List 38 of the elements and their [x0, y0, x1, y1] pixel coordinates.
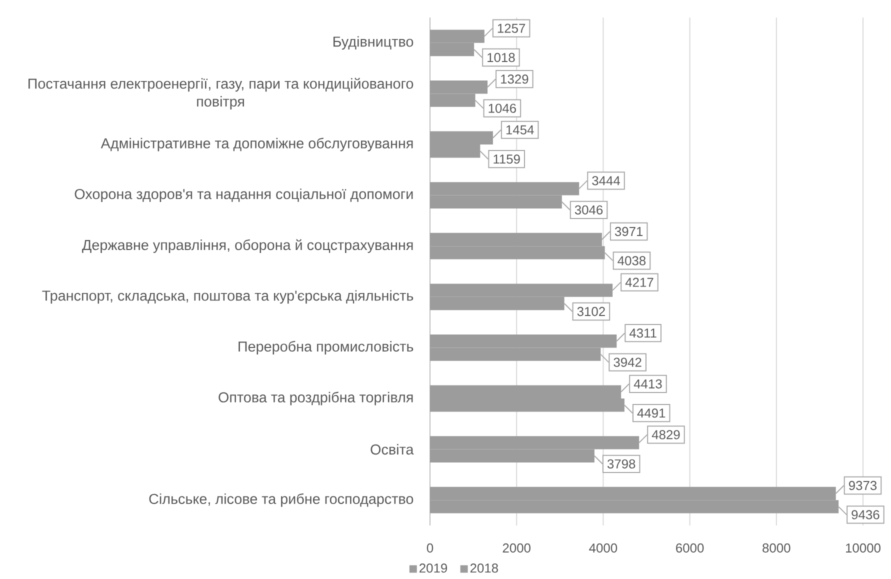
y-tick-label: Освіта [370, 444, 414, 455]
data-label: 4311 [629, 328, 656, 338]
data-label: 9373 [848, 480, 877, 490]
data-label: 3971 [614, 226, 643, 236]
data-label: 9436 [852, 510, 880, 520]
x-tick-label: 0 [426, 543, 434, 553]
y-tick-label: Будівництво [333, 36, 414, 50]
x-tick-label: 10000 [846, 543, 880, 553]
x-tick-label: 2000 [502, 543, 530, 553]
y-tick-label: Сільське, лісове та рибне господарство [149, 493, 414, 507]
data-label: 4038 [618, 256, 646, 266]
data-label: 4217 [625, 278, 654, 287]
data-label: 1454 [506, 125, 534, 134]
data-label: 4491 [637, 408, 666, 418]
y-tick-label: Державне управління, оборона й соцстрахування [82, 239, 413, 253]
legend-label: 2018 [470, 564, 498, 573]
data-label: 1018 [488, 52, 515, 62]
y-tick-label: Охорона здоров'я та надання соціальної допомоги [74, 188, 413, 202]
y-tick-label: Адміністративне та допоміжне обслуговування [100, 138, 413, 152]
x-tick-label: 6000 [676, 543, 704, 553]
y-tick-label: Постачання електроенергії, газу, пари та кондиційованого повітря [28, 78, 414, 110]
y-tick-label: Переробна промисловість [238, 340, 414, 354]
y-tick-label: Оптова та роздрібна торгівля [218, 392, 413, 406]
data-label: 4829 [652, 430, 680, 440]
y-tick-label: Транспорт, складська, поштова та кур'єрська діяльність [42, 290, 414, 304]
x-tick-label: 4000 [589, 543, 618, 553]
data-label: 1329 [501, 74, 528, 84]
data-label: 1257 [498, 24, 526, 33]
data-label: 1159 [494, 154, 520, 164]
data-label: 4413 [634, 379, 662, 388]
data-label: 3798 [607, 459, 636, 468]
legend-label: 2019 [420, 564, 448, 573]
data-label: 3444 [592, 176, 620, 186]
data-label: 3046 [574, 205, 603, 214]
data-label: 3942 [614, 358, 642, 367]
data-label: 1046 [488, 104, 516, 113]
x-tick-label: 8000 [762, 543, 790, 553]
data-label: 3102 [577, 306, 605, 316]
